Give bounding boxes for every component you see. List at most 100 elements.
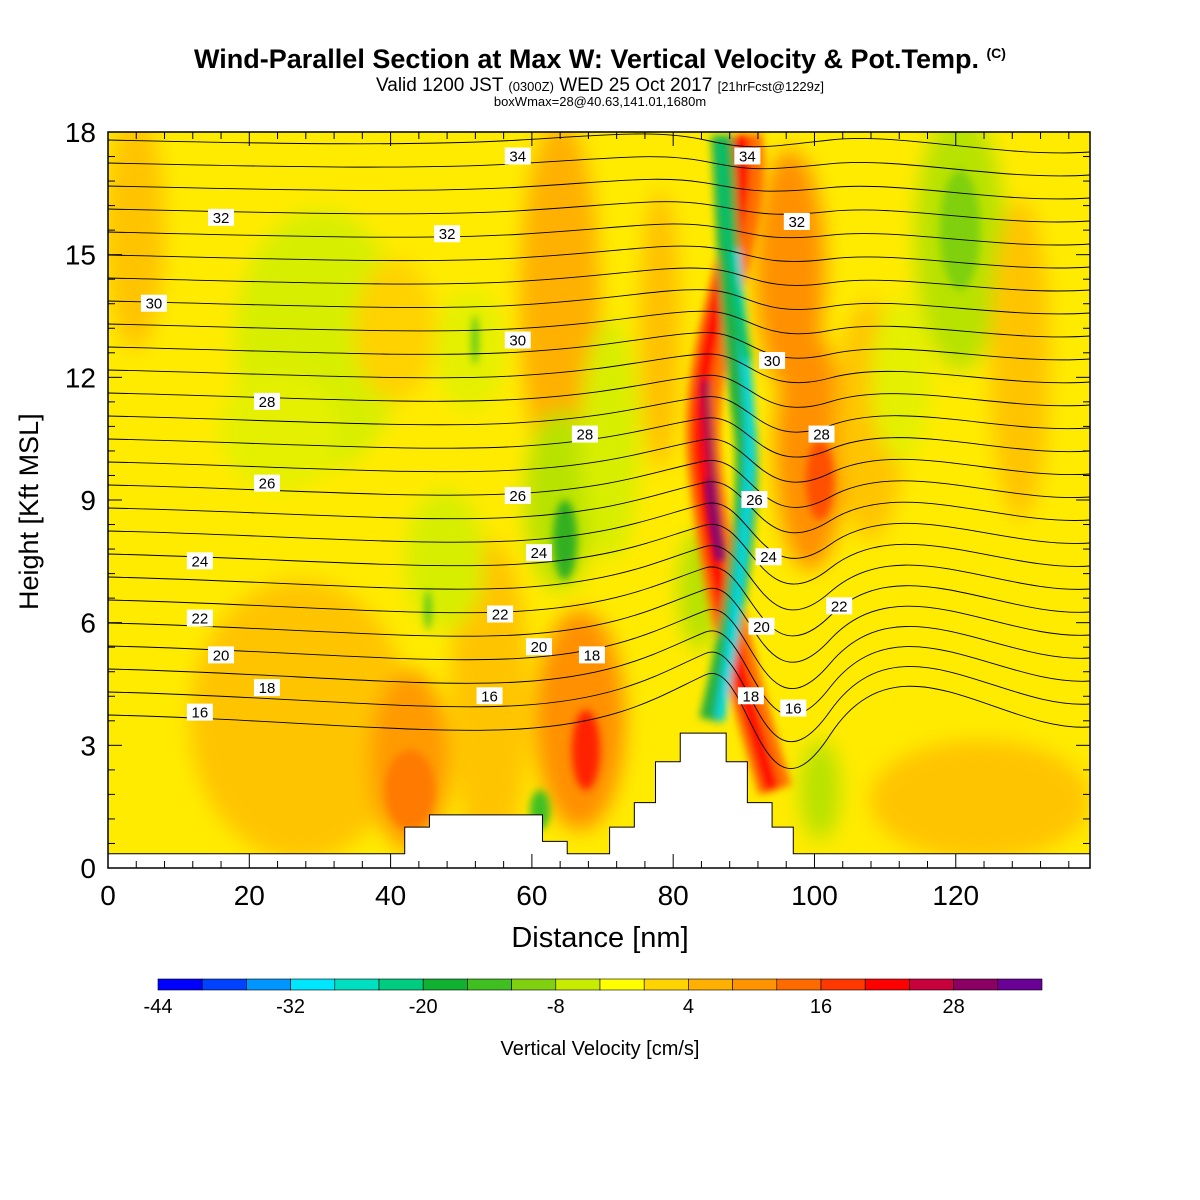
colorbar-swatch [643,978,689,991]
contour-label: 30 [509,333,526,350]
velocity-field [108,132,1090,868]
contour-label-box [476,687,503,705]
y-tick-label: 0 [80,853,96,884]
colorbar-tick-label: 28 [942,996,964,1018]
contour-label-box [186,609,213,627]
axes: 0 20 40 60 80 100 120 0 3 6 9 12 15 18 [65,117,1090,911]
x-tick-label: 60 [516,880,547,911]
contour-label: 26 [746,492,763,509]
contour-label: 24 [191,553,208,570]
contour-label: 26 [509,488,526,505]
colorbar-swatch [820,978,866,991]
colorbar-swatch [378,978,424,991]
colorbar-tick-label: -8 [547,996,565,1018]
colorbar-swatch [732,978,778,991]
contour-label-box [208,646,235,664]
contour-label: 20 [213,647,230,664]
x-tick-label: 0 [100,880,116,911]
contour-label-box [504,147,531,165]
y-axis-label: Height [Kft MSL] [14,413,44,610]
x-tick-label: 120 [932,880,979,911]
contour-label: 34 [739,149,756,166]
contour-label-box [525,544,552,562]
contour-label-box [759,351,786,369]
contour-label: 28 [577,427,594,444]
colorbar-label: Vertical Velocity [cm/s] [500,1038,700,1060]
contour-label-box [487,605,514,623]
contour-label: 24 [760,549,777,566]
theta-contour-line [108,566,1090,637]
contour-label: 22 [831,598,848,615]
colorbar-swatch [157,978,203,991]
theta-contour-line [108,651,1090,743]
theta-contours [108,133,1090,769]
contour-label: 30 [764,353,781,370]
theta-contour-line [108,374,1090,408]
chart-title: Wind-Parallel Section at Max W: Vertical… [194,44,1006,74]
theta-contour-line [108,481,1090,534]
contour-label-box [504,486,531,504]
y-tick-label: 9 [80,485,96,516]
contour-label: 34 [509,149,526,166]
theta-contour-line [108,310,1090,338]
colorbar-swatch [246,978,291,991]
contour-label-box [186,552,213,570]
contour-label: 28 [259,394,276,411]
chart-subtitle: Valid 1200 JST (0300Z) WED 25 Oct 2017 [… [375,75,825,96]
contour-label: 26 [259,476,276,493]
colorbar-swatch [555,978,601,991]
colorbar-swatch [201,978,247,991]
contour-label: 32 [439,226,456,243]
theta-contour-line [108,289,1090,315]
contour-label-box [826,597,853,615]
colorbar-tick-label: 4 [683,996,694,1018]
colorbar-tick-label: 16 [810,996,832,1018]
theta-contour-line [108,178,1090,200]
contour-label: 30 [146,296,163,313]
contour-label: 18 [259,680,276,697]
contour-label-box [734,147,761,165]
contour-label-box [208,208,235,226]
contour-label-box [578,646,605,664]
chart-box-info: boxWmax=28@40.63,141.01,1680m [493,94,707,109]
theta-contour-line [108,608,1090,689]
colorbar-swatch [997,978,1043,991]
colorbar-swatch [909,978,954,991]
contour-label-box [783,212,810,230]
theta-contour-line [108,353,1090,384]
theta-contour-line [108,223,1090,246]
contour-label: 18 [584,647,601,664]
theta-contour-line [108,245,1090,269]
colorbar-swatch [290,978,336,991]
x-tick-label: 20 [234,880,265,911]
contour-label-box [434,225,461,243]
x-axis-label: Distance [nm] [511,922,689,954]
contour-label-box [748,617,775,635]
colorbar-swatch [334,978,380,991]
colorbar-swatch [776,978,822,991]
y-tick-label: 3 [80,730,96,761]
colorbar-swatch [467,978,512,991]
terrain-mask [107,732,1091,869]
contour-label-box [253,474,280,492]
colorbar-swatch [422,978,468,991]
contour-label-box [504,331,531,349]
theta-contour-line [108,459,1090,508]
theta-contour-line [108,332,1090,361]
y-tick-label: 18 [65,117,96,148]
contour-label-box [741,491,768,508]
colorbar-swatch [511,978,557,991]
theta-contour-line [108,133,1090,154]
theta-contour-line [108,630,1090,716]
theta-contour-line [108,156,1090,177]
theta-contour-line [108,523,1090,585]
colorbar-tick-label: -44 [144,996,173,1018]
colorbar-tick-label: -32 [276,996,305,1018]
contour-label: 20 [753,619,770,636]
contour-label: 16 [191,705,208,722]
y-tick-label: 12 [65,362,96,393]
contour-label-box [253,392,280,410]
x-tick-label: 40 [375,880,406,911]
contour-label-box [571,425,598,443]
contour-label: 32 [213,210,230,227]
